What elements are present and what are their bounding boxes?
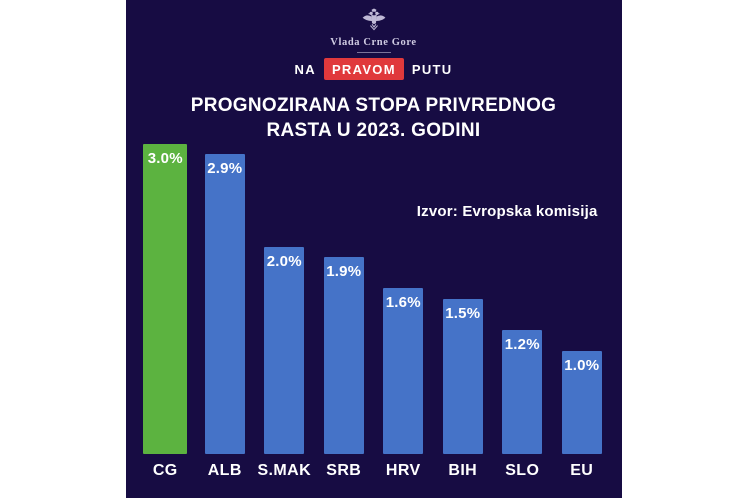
bar-value-label-ALB: 2.9% bbox=[207, 159, 243, 177]
bar-ALB: 2.9% bbox=[204, 153, 245, 454]
category-label-BIH: BIH bbox=[448, 462, 478, 479]
bar-column-SRB: 1.9% bbox=[314, 257, 374, 454]
chart-title-line2: RASTA U 2023. GODINI bbox=[266, 120, 481, 141]
bar-SLO: 1.2% bbox=[502, 329, 543, 454]
category-label-S.MAK: S.MAK bbox=[257, 462, 312, 479]
bar-value-label-SLO: 1.2% bbox=[504, 335, 540, 353]
bar-column-CG: 3.0% bbox=[136, 143, 196, 454]
bars: 3.0% 2.9% 2.0% 1.9% 1.6% 1.5% 1.2% 1.0% bbox=[136, 143, 612, 454]
bar-value-label-SRB: 1.9% bbox=[326, 263, 362, 281]
header-divider bbox=[356, 52, 391, 53]
montenegro-coat-of-arms-icon bbox=[362, 8, 385, 31]
bar-column-EU: 1.0% bbox=[552, 350, 612, 454]
bar-value-label-BIH: 1.5% bbox=[445, 304, 481, 322]
slogan-post: PUTU bbox=[411, 61, 453, 77]
bar-SRB: 1.9% bbox=[323, 257, 364, 454]
bar-column-BIH: 1.5% bbox=[433, 298, 493, 454]
bar-BIH: 1.5% bbox=[442, 298, 483, 454]
bar-column-ALB: 2.9% bbox=[195, 153, 255, 454]
bar-value-label-EU: 1.0% bbox=[564, 356, 600, 374]
bar-CG: 3.0% bbox=[143, 143, 188, 454]
bar-value-label-CG: 3.0% bbox=[147, 149, 183, 167]
source-note: Izvor: Evropska komisija bbox=[416, 203, 598, 220]
bar-column-S.MAK: 2.0% bbox=[255, 247, 315, 454]
chart-title: PROGNOZIRANA STOPA PRIVREDNOG RASTA U 20… bbox=[126, 93, 622, 143]
slogan-pre: NA bbox=[294, 61, 316, 77]
bar-value-label-S.MAK: 2.0% bbox=[266, 253, 302, 270]
slogan: NA PRAVOM PUTU bbox=[126, 58, 622, 80]
government-name: Vlada Crne Gore bbox=[330, 37, 417, 48]
category-label-SLO: SLO bbox=[505, 462, 540, 479]
bar-value-label-HRV: 1.6% bbox=[385, 294, 421, 312]
category-label-SRB: SRB bbox=[326, 462, 362, 479]
category-label-EU: EU bbox=[570, 462, 594, 479]
bar-column-HRV: 1.6% bbox=[374, 288, 434, 454]
category-label-HRV: HRV bbox=[385, 462, 421, 479]
bar-S.MAK: 2.0% bbox=[264, 247, 305, 454]
category-label-ALB: ALB bbox=[207, 462, 242, 479]
bar-EU: 1.0% bbox=[561, 350, 602, 454]
category-label-CG: CG bbox=[152, 462, 178, 479]
category-labels: CG ALB S.MAK SRB HRV BIH SLO EU bbox=[136, 463, 612, 479]
chart-title-line1: PROGNOZIRANA STOPA PRIVREDNOG bbox=[190, 95, 557, 116]
bar-column-SLO: 1.2% bbox=[493, 329, 553, 454]
infographic-panel: Vlada Crne Gore NA PRAVOM PUTU PROGNOZIR… bbox=[125, 0, 622, 498]
header: Vlada Crne Gore NA PRAVOM PUTU bbox=[126, 0, 622, 80]
slogan-highlight-badge: PRAVOM bbox=[323, 58, 404, 80]
bar-HRV: 1.6% bbox=[383, 288, 424, 454]
